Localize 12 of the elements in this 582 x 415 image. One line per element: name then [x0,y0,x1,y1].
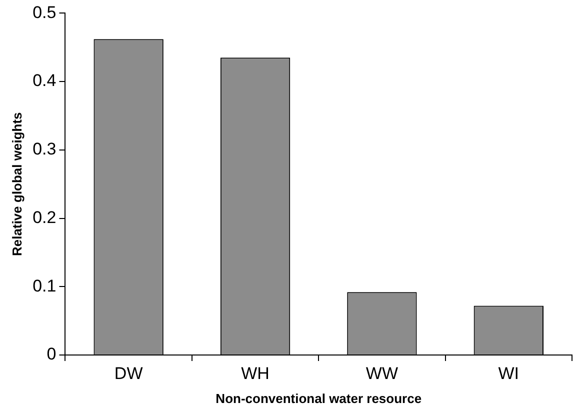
x-tick-label: WI [498,364,520,383]
y-tick-label: 0.1 [32,276,56,296]
y-tick-label: 0 [46,344,56,364]
y-axis-title: Relative global weights [9,112,24,256]
y-tick-label: 0.3 [32,140,56,159]
x-tick-label: WH [241,364,270,383]
y-tick-label: 0.4 [32,71,56,90]
y-tick-label: 0.5 [32,2,56,22]
x-tick-label: WW [366,364,398,383]
y-tick-label: 0.2 [32,208,56,227]
x-tick-label: DW [114,364,143,383]
x-axis-title: Non-conventional water resource [216,390,422,406]
